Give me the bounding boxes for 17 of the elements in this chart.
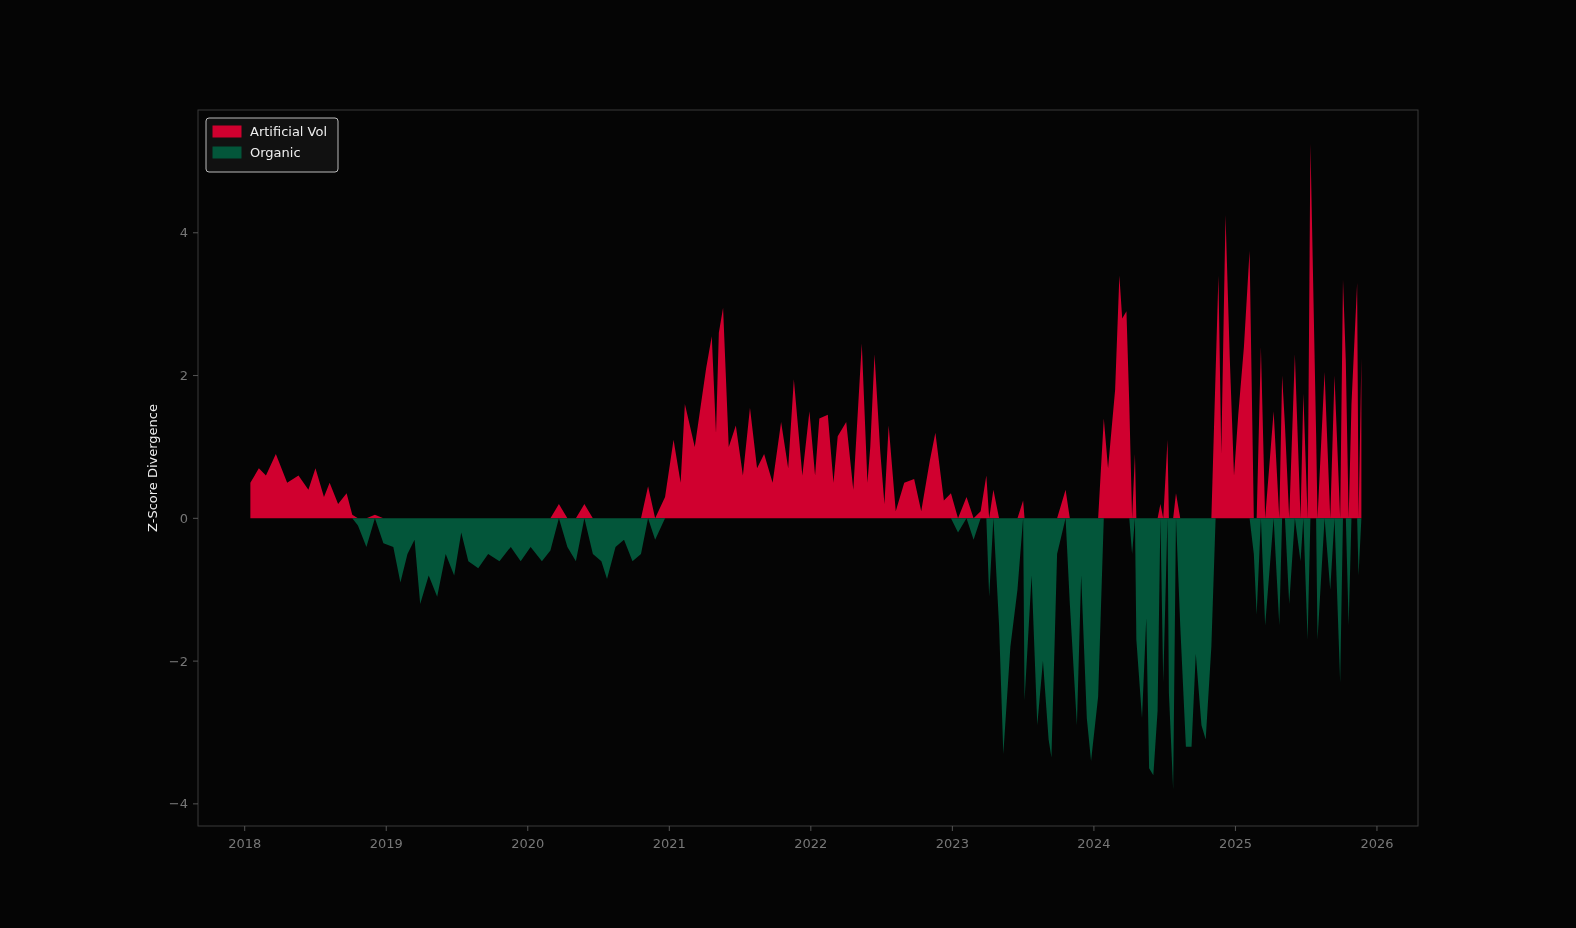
y-tick-label: 0 <box>179 510 188 526</box>
y-axis-title: Z-Score Divergence <box>145 404 160 532</box>
y-tick-label: 4 <box>179 225 188 241</box>
x-tick-label: 2021 <box>652 836 686 851</box>
x-tick-label: 2025 <box>1218 836 1252 851</box>
legend-label: Organic <box>250 145 301 160</box>
y-tick-label: 2 <box>179 368 188 384</box>
x-tick-label: 2024 <box>1077 836 1111 851</box>
x-tick-label: 2019 <box>369 836 403 851</box>
x-tick-label: 2018 <box>228 836 262 851</box>
x-tick-label: 2023 <box>935 836 969 851</box>
x-tick-label: 2020 <box>511 836 545 851</box>
x-tick-label: 2022 <box>794 836 828 851</box>
y-tick-label: −4 <box>168 796 188 812</box>
x-tick-label: 2026 <box>1360 836 1394 851</box>
legend-label: Artificial Vol <box>250 124 328 139</box>
y-tick-label: −2 <box>168 653 188 669</box>
